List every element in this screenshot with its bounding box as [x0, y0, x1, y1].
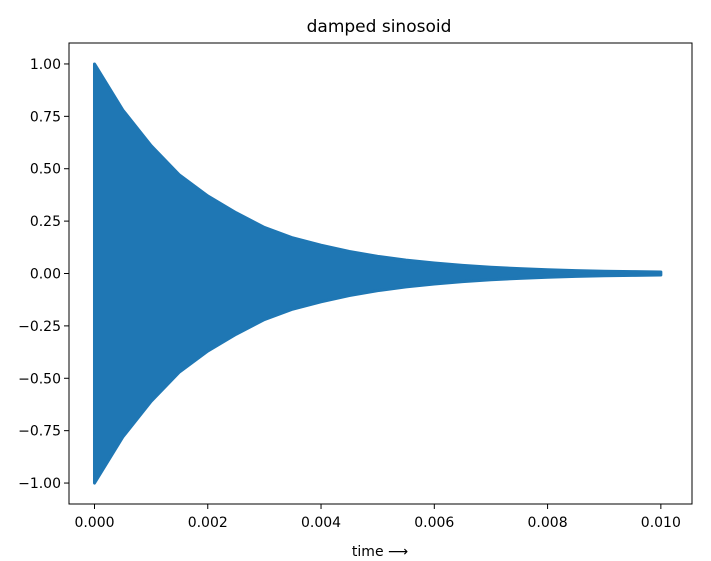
plot-area — [92, 62, 663, 485]
y-tick-label: 0.50 — [30, 162, 61, 178]
x-tick-label: 0.010 — [641, 515, 681, 531]
y-tick-label: 0.75 — [30, 109, 61, 125]
y-tick-label: 0.25 — [30, 214, 61, 230]
series-damped-sinusoid — [92, 62, 663, 485]
x-tick-label: 0.002 — [188, 515, 228, 531]
x-axis-label: time ⟶ — [352, 544, 408, 560]
chart-title: damped sinosoid — [307, 17, 452, 37]
y-axis: 1.00 0.75 0.50 0.25 0.00 −0.25 −0.50 −0.75 −1.00 — [18, 57, 69, 492]
y-tick-label: −1.00 — [18, 476, 61, 492]
x-tick-label: 0.000 — [74, 515, 114, 531]
y-tick-label: 1.00 — [30, 57, 61, 73]
x-tick-label: 0.006 — [414, 515, 454, 531]
x-axis: 0.000 0.002 0.004 0.006 0.008 0.010 — [74, 504, 681, 531]
x-tick-label: 0.008 — [528, 515, 568, 531]
y-tick-label: −0.50 — [18, 371, 61, 387]
y-tick-label: −0.75 — [18, 424, 61, 440]
y-tick-label: −0.25 — [18, 319, 61, 335]
y-tick-label: 0.00 — [30, 267, 61, 283]
x-tick-label: 0.004 — [301, 515, 341, 531]
